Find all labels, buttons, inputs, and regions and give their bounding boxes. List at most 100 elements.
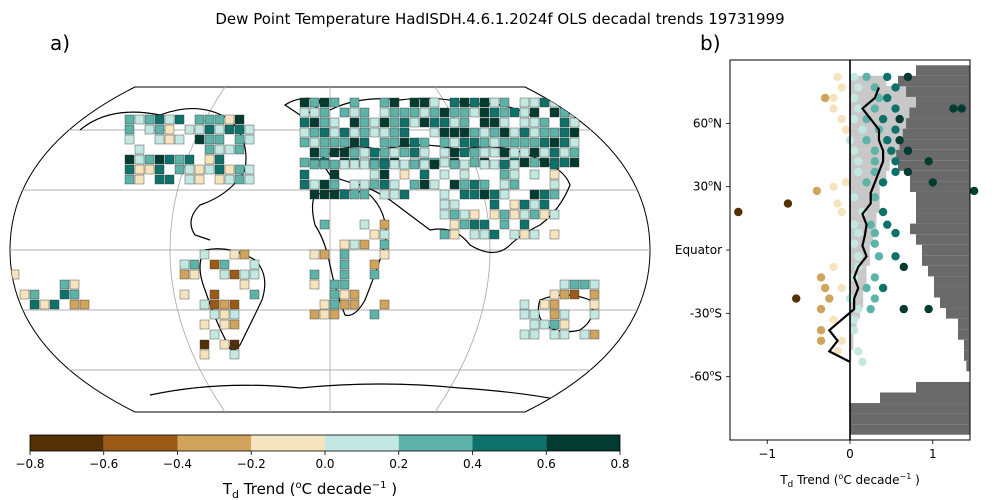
- trend-cell: [249, 259, 260, 270]
- trend-cell: [499, 127, 510, 138]
- trend-cell: [539, 117, 550, 128]
- land-fraction-bar-dark: [946, 308, 970, 319]
- trend-cell: [339, 137, 350, 148]
- trend-point: [903, 146, 913, 155]
- trend-cell: [184, 174, 195, 185]
- trend-cell: [329, 279, 340, 290]
- land-fraction-bar-dark: [868, 118, 970, 129]
- trend-cell: [329, 127, 340, 138]
- trend-cell: [539, 319, 550, 330]
- land-fraction-bar-light: [850, 149, 897, 161]
- trend-cell: [549, 179, 560, 190]
- trend-cell: [559, 137, 570, 148]
- trend-cell: [469, 229, 480, 240]
- land-fraction-bar-dark: [910, 170, 970, 182]
- trend-point: [870, 83, 880, 92]
- trend-cell: [539, 97, 550, 108]
- trend-cell: [489, 159, 500, 170]
- trend-cell: [469, 107, 480, 118]
- trend-cell: [429, 179, 440, 190]
- trend-cell: [519, 157, 530, 168]
- trend-cell: [319, 179, 330, 190]
- trend-cell: [379, 137, 390, 148]
- trend-cell: [164, 114, 175, 125]
- trend-cell: [199, 299, 210, 310]
- trend-cell: [234, 144, 245, 155]
- trend-cell: [449, 179, 460, 190]
- trend-cell: [219, 309, 230, 320]
- trend-cell: [499, 159, 510, 170]
- trend-cell: [309, 97, 320, 108]
- trend-cell: [439, 199, 450, 210]
- trend-point: [829, 104, 838, 113]
- trend-cell: [299, 97, 310, 108]
- trend-cell: [379, 239, 390, 250]
- trend-cell: [379, 159, 390, 170]
- trend-cell: [299, 169, 310, 180]
- land-fraction-bar-dark: [966, 360, 970, 372]
- trend-cell: [329, 117, 340, 128]
- trend-cell: [69, 289, 80, 300]
- trend-point: [862, 72, 871, 82]
- land-fraction-bar-light: [850, 244, 870, 256]
- trend-cell: [124, 174, 135, 185]
- trend-cell: [409, 97, 420, 108]
- panel-b-xlabel: Td Trend (oC decade−1 ): [779, 472, 920, 490]
- trend-cell: [219, 299, 230, 310]
- land-fraction-bar-dark: [916, 234, 970, 245]
- colorbar-label: Td Trend (oC decade−1 ): [222, 480, 397, 500]
- trend-cell: [529, 309, 540, 320]
- y-tick-label: Equator: [675, 243, 722, 257]
- land-fraction-bar-light: [850, 234, 874, 245]
- trend-cell: [339, 239, 350, 250]
- trend-cell: [124, 134, 135, 145]
- trend-cell: [419, 159, 430, 170]
- trend-point: [829, 315, 838, 324]
- trend-cell: [329, 309, 340, 320]
- land-fraction-bar-dark: [850, 424, 970, 435]
- trend-cell: [529, 147, 540, 158]
- trend-point: [854, 157, 863, 166]
- trend-cell: [174, 114, 185, 125]
- trend-cell: [449, 147, 460, 158]
- trend-cell: [549, 289, 560, 300]
- trend-point: [816, 336, 826, 345]
- trend-cell: [569, 107, 580, 118]
- trend-cell: [409, 117, 420, 128]
- trend-cell: [569, 117, 580, 128]
- colorbar-swatch-4: [325, 435, 399, 451]
- trend-point: [924, 157, 933, 166]
- trend-cell: [459, 169, 470, 180]
- trend-cell: [389, 137, 400, 148]
- trend-cell: [309, 117, 320, 128]
- trend-cell: [389, 179, 400, 190]
- trend-cell: [219, 259, 230, 270]
- trend-cell: [539, 299, 550, 310]
- land-fraction-bar-dark: [880, 392, 970, 404]
- colorbar-tick-label: −0.8: [15, 457, 44, 471]
- trend-cell: [549, 309, 560, 320]
- trend-cell: [479, 219, 490, 230]
- trend-cell: [219, 319, 230, 330]
- land-fraction-bar-dark: [964, 350, 970, 361]
- trend-cell: [399, 189, 410, 200]
- land-fraction-bar-dark: [922, 244, 970, 256]
- trend-cell: [299, 157, 310, 168]
- trend-cell: [154, 134, 165, 145]
- trend-cell: [569, 97, 580, 108]
- trend-cell: [309, 137, 320, 148]
- trend-cell: [349, 159, 360, 170]
- trend-cell: [519, 229, 530, 240]
- trend-cell: [439, 127, 450, 138]
- trend-cell: [229, 319, 240, 330]
- trend-cell: [239, 249, 250, 260]
- trend-cell: [509, 127, 520, 138]
- trend-cell: [299, 127, 310, 138]
- land-fraction-bar-dark: [964, 339, 970, 351]
- trend-cell: [329, 97, 340, 108]
- trend-cell: [479, 107, 490, 118]
- trend-cell: [349, 179, 360, 190]
- trend-point: [734, 207, 743, 217]
- trend-cell: [579, 329, 590, 340]
